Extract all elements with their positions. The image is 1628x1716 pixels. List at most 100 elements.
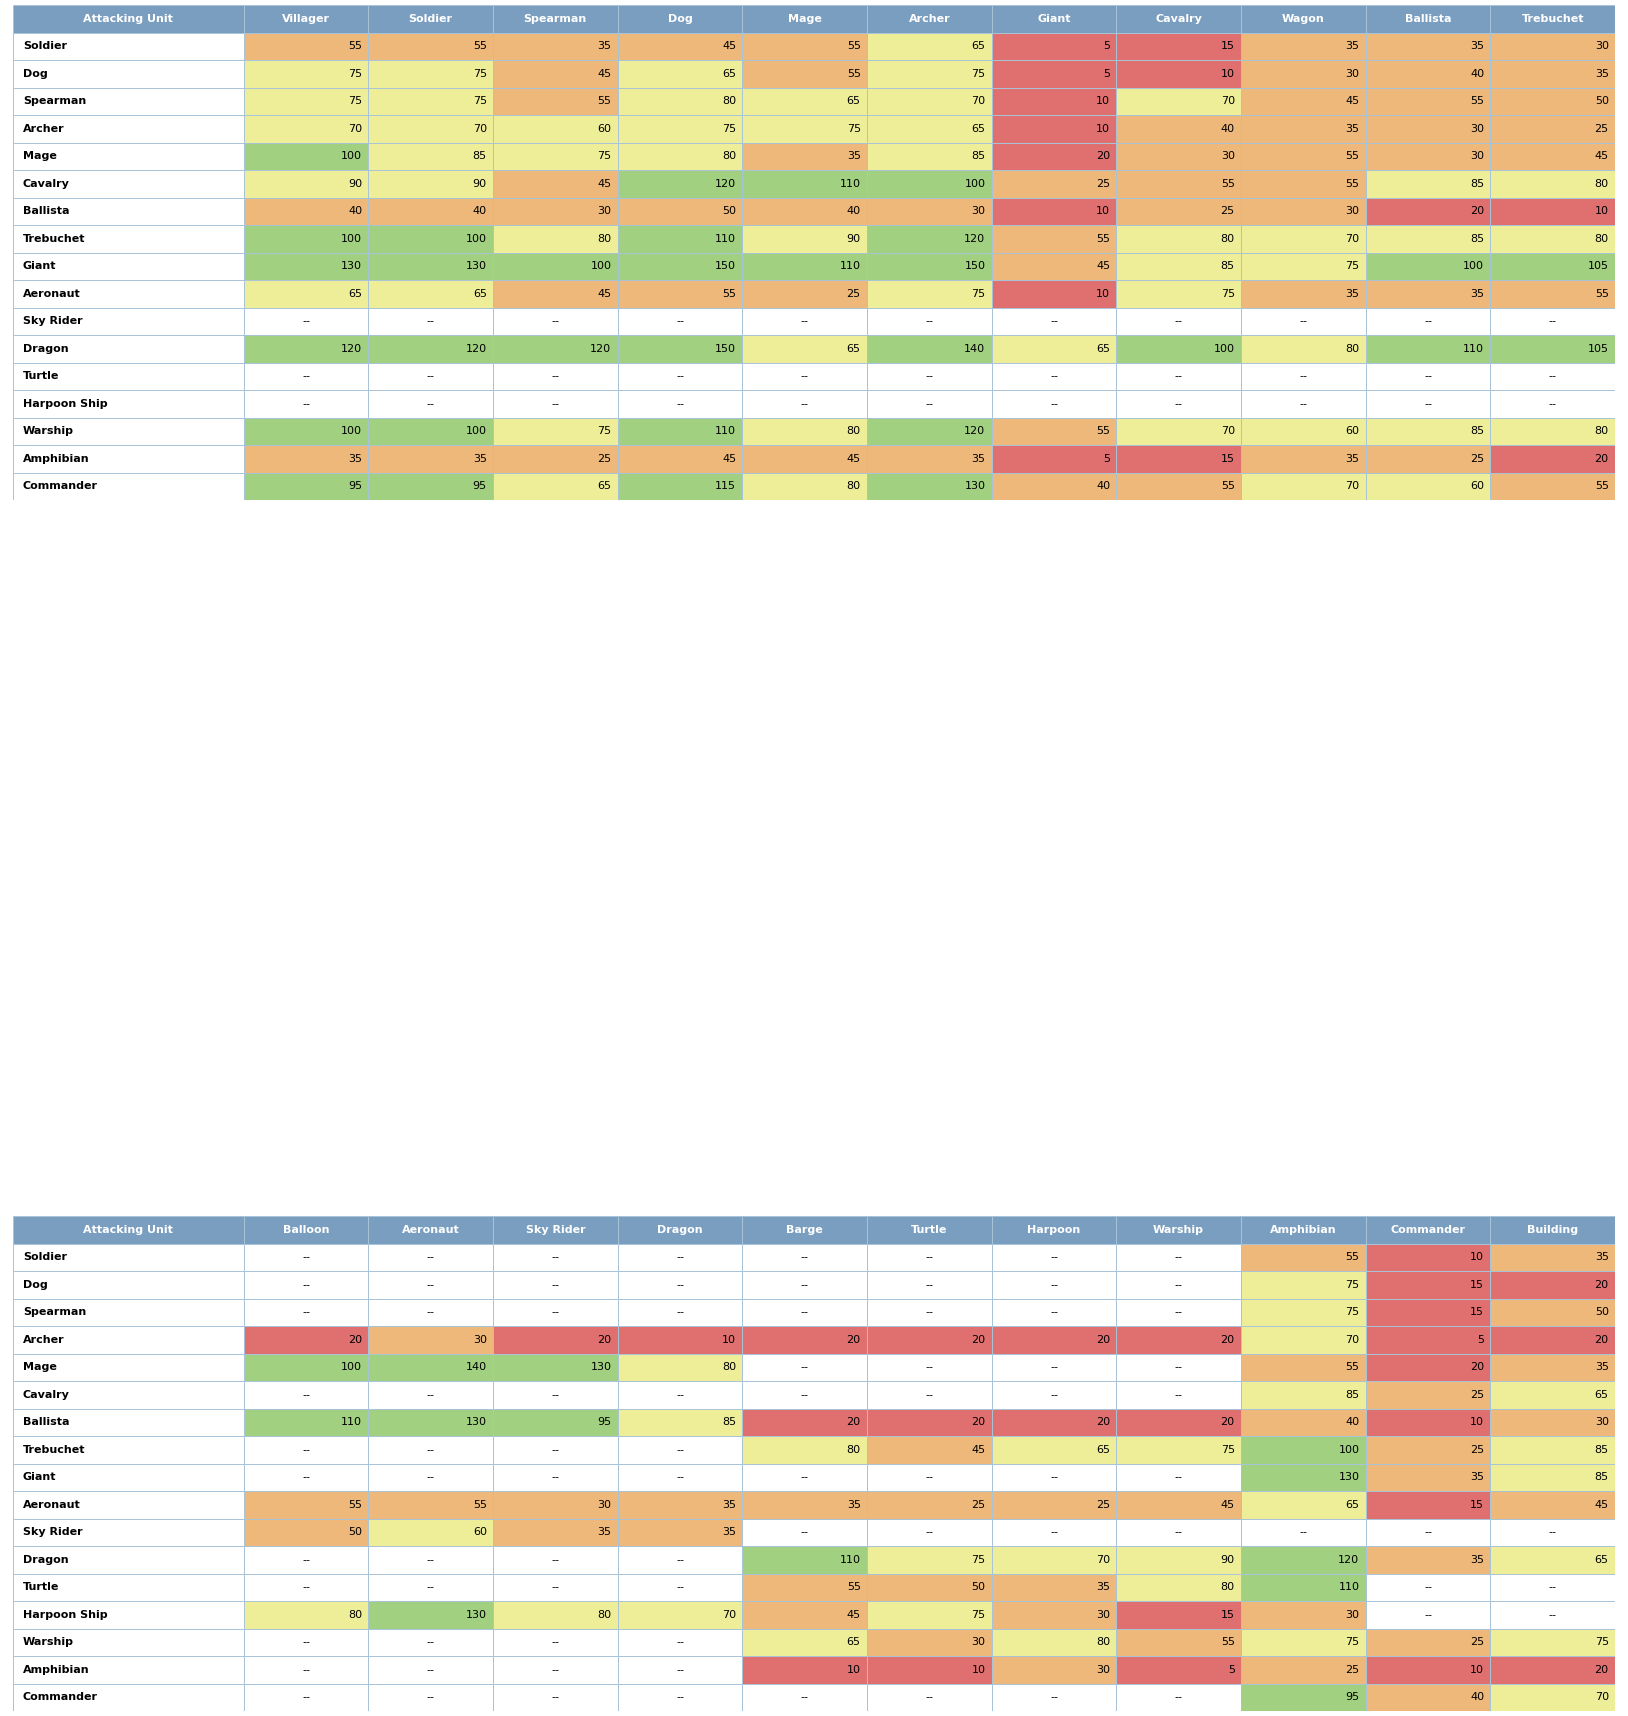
Bar [991, 197, 1117, 225]
Bar [742, 1436, 868, 1464]
Text: 85: 85 [472, 151, 487, 161]
Bar [1117, 1436, 1241, 1464]
Text: 65: 65 [472, 288, 487, 299]
Bar [244, 170, 368, 197]
Bar [13, 1409, 244, 1436]
Bar [617, 1464, 742, 1491]
Bar [991, 115, 1117, 142]
Text: --: -- [427, 1637, 435, 1647]
Bar [368, 390, 493, 417]
Text: --: -- [676, 398, 684, 408]
Text: 45: 45 [847, 453, 861, 463]
Text: --: -- [925, 316, 933, 326]
Bar [1490, 1491, 1615, 1519]
Bar [617, 417, 742, 444]
Text: 10: 10 [1096, 206, 1110, 216]
Text: 130: 130 [466, 261, 487, 271]
Text: 70: 70 [1345, 1335, 1359, 1345]
Text: 60: 60 [1470, 480, 1485, 491]
Bar [13, 60, 244, 88]
Bar [368, 115, 493, 142]
Bar [1241, 5, 1366, 33]
Text: Ballista: Ballista [1405, 14, 1451, 24]
Bar [368, 142, 493, 170]
Bar [1366, 1683, 1490, 1711]
Text: 75: 75 [1594, 1637, 1608, 1647]
Text: --: -- [301, 371, 309, 381]
Text: Amphibian: Amphibian [23, 453, 90, 463]
Text: 55: 55 [1595, 480, 1608, 491]
Text: --: -- [1424, 1527, 1433, 1538]
Bar [13, 225, 244, 252]
Text: --: -- [1299, 398, 1307, 408]
Bar [244, 142, 368, 170]
Text: 140: 140 [964, 343, 985, 353]
Text: --: -- [1175, 1308, 1182, 1318]
Bar [13, 33, 244, 60]
Bar [244, 197, 368, 225]
Bar [1117, 1601, 1241, 1628]
Text: 65: 65 [1345, 1500, 1359, 1510]
Bar [1366, 225, 1490, 252]
Text: 70: 70 [721, 1610, 736, 1620]
Text: Spearman: Spearman [23, 96, 86, 106]
Bar [1490, 1601, 1615, 1628]
Bar [1366, 197, 1490, 225]
Bar [617, 33, 742, 60]
Bar [991, 142, 1117, 170]
Bar [742, 1546, 868, 1574]
Text: 85: 85 [1345, 1390, 1359, 1400]
Text: Cavalry: Cavalry [1156, 14, 1201, 24]
Text: --: -- [301, 1555, 309, 1565]
Text: 35: 35 [1096, 1582, 1110, 1592]
Text: --: -- [801, 1363, 809, 1373]
Bar [868, 335, 991, 362]
Text: 10: 10 [1470, 1665, 1485, 1675]
Text: --: -- [301, 1472, 309, 1483]
Bar [1490, 197, 1615, 225]
Text: 50: 50 [1595, 1308, 1608, 1318]
Text: Warship: Warship [23, 1637, 73, 1647]
Bar [1366, 88, 1490, 115]
Text: 15: 15 [1470, 1308, 1485, 1318]
Bar [368, 1656, 493, 1683]
Text: --: -- [801, 1390, 809, 1400]
Bar [868, 1574, 991, 1601]
Text: 30: 30 [597, 1500, 612, 1510]
Text: 100: 100 [342, 151, 361, 161]
Text: 85: 85 [1470, 426, 1485, 436]
Bar [1490, 170, 1615, 197]
Text: 45: 45 [1594, 1500, 1608, 1510]
Bar [991, 225, 1117, 252]
Bar [244, 1244, 368, 1272]
Bar [1366, 1436, 1490, 1464]
Text: 25: 25 [1594, 124, 1608, 134]
Bar [617, 252, 742, 280]
Text: Mage: Mage [23, 151, 57, 161]
Text: 30: 30 [1221, 151, 1234, 161]
Bar [1490, 1354, 1615, 1381]
Text: 70: 70 [1096, 1555, 1110, 1565]
Text: Commander: Commander [1390, 1225, 1465, 1236]
Bar [617, 142, 742, 170]
Text: 80: 80 [1096, 1637, 1110, 1647]
Text: 130: 130 [964, 480, 985, 491]
Bar [368, 1244, 493, 1272]
Bar [368, 225, 493, 252]
Bar [1117, 1519, 1241, 1546]
Bar [244, 1354, 368, 1381]
Bar [368, 1519, 493, 1546]
Bar [1241, 225, 1366, 252]
Text: --: -- [1299, 371, 1307, 381]
Text: 30: 30 [1096, 1665, 1110, 1675]
Bar [991, 307, 1117, 335]
Text: Trebuchet: Trebuchet [1522, 14, 1584, 24]
Text: 45: 45 [1221, 1500, 1234, 1510]
Bar [1490, 1436, 1615, 1464]
Text: 65: 65 [723, 69, 736, 79]
Bar [617, 472, 742, 499]
Text: 75: 75 [1221, 288, 1234, 299]
Text: --: -- [301, 1665, 309, 1675]
Bar [617, 1244, 742, 1272]
Bar [244, 252, 368, 280]
